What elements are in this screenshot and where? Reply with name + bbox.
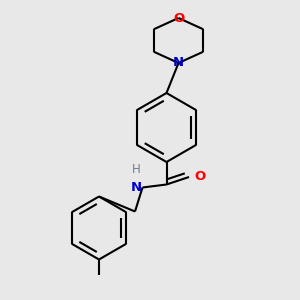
Text: N: N [130,181,142,194]
Text: O: O [194,170,206,184]
Text: O: O [173,11,184,25]
Text: N: N [173,56,184,70]
Text: H: H [131,163,140,176]
